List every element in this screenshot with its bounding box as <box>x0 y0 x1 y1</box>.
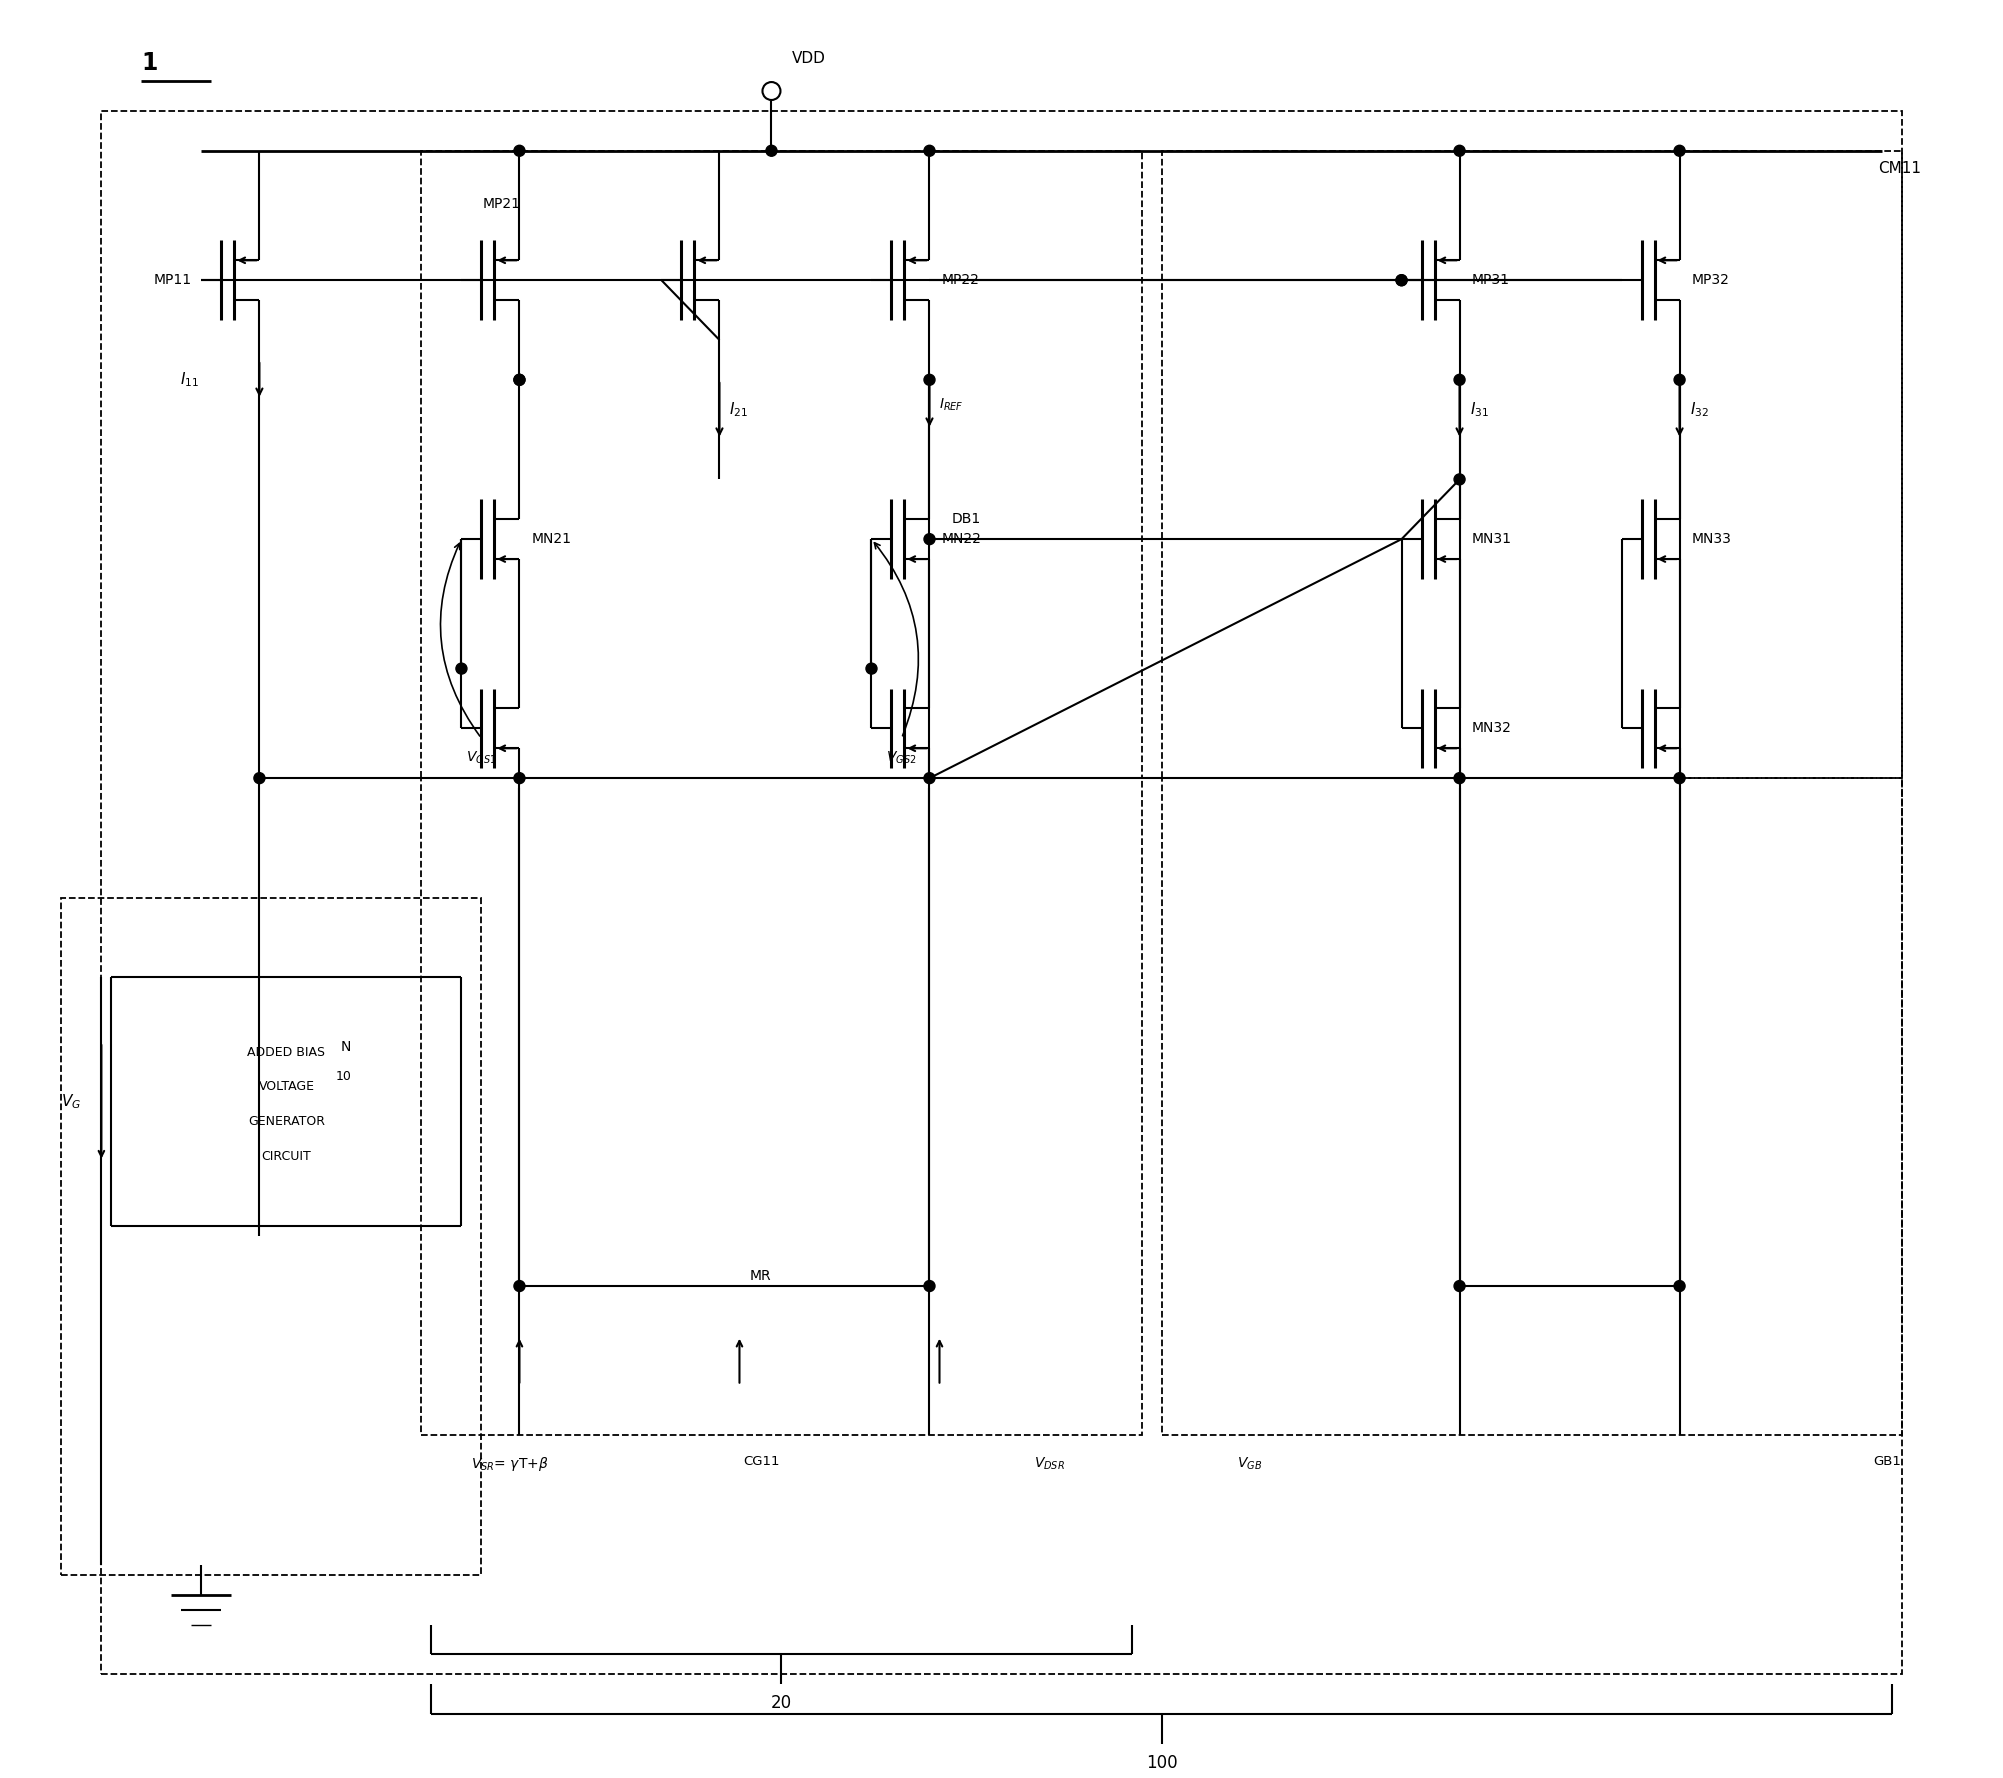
Circle shape <box>1454 146 1464 156</box>
Circle shape <box>923 146 935 156</box>
Text: $I_{31}$: $I_{31}$ <box>1470 400 1488 420</box>
Text: 10: 10 <box>337 1070 351 1083</box>
Circle shape <box>515 1280 525 1291</box>
Text: $I_{21}$: $I_{21}$ <box>729 400 749 420</box>
Text: GENERATOR: GENERATOR <box>248 1115 324 1129</box>
Text: MN33: MN33 <box>1693 532 1731 546</box>
Circle shape <box>515 773 525 784</box>
Circle shape <box>254 773 264 784</box>
Bar <box>102 110 1901 1675</box>
Circle shape <box>1396 276 1406 286</box>
Circle shape <box>1454 773 1464 784</box>
Text: N: N <box>341 1040 351 1054</box>
Text: MP22: MP22 <box>941 274 979 288</box>
Circle shape <box>515 375 525 386</box>
Text: MR: MR <box>749 1269 771 1284</box>
Text: 100: 100 <box>1146 1755 1178 1773</box>
Circle shape <box>1675 375 1685 386</box>
Circle shape <box>1396 276 1406 286</box>
Circle shape <box>923 375 935 386</box>
Circle shape <box>923 773 935 784</box>
Text: CIRCUIT: CIRCUIT <box>262 1150 310 1163</box>
Text: $V_G$: $V_G$ <box>62 1092 82 1111</box>
Circle shape <box>1675 773 1685 784</box>
Text: CM11: CM11 <box>1879 160 1921 176</box>
Text: $V_{DSR}$: $V_{DSR}$ <box>1034 1456 1066 1472</box>
Text: VDD: VDD <box>791 52 825 66</box>
Text: $V_{GB}$: $V_{GB}$ <box>1238 1456 1262 1472</box>
Circle shape <box>1675 146 1685 156</box>
Text: ADDED BIAS: ADDED BIAS <box>248 1045 324 1058</box>
Text: $V_{GS2}$: $V_{GS2}$ <box>885 750 917 766</box>
Circle shape <box>1454 375 1464 386</box>
Bar <box>62 898 481 1575</box>
Bar <box>421 151 1142 779</box>
Circle shape <box>765 146 777 156</box>
Circle shape <box>1454 1280 1464 1291</box>
Text: MN21: MN21 <box>531 532 571 546</box>
Text: $I_{11}$: $I_{11}$ <box>180 370 200 389</box>
Text: MP32: MP32 <box>1693 274 1729 288</box>
Text: MN22: MN22 <box>941 532 981 546</box>
Text: DB1: DB1 <box>951 512 981 526</box>
Text: $I_{32}$: $I_{32}$ <box>1691 400 1709 420</box>
Bar <box>421 779 1142 1435</box>
Bar <box>1162 779 1901 1435</box>
Text: 20: 20 <box>771 1694 791 1712</box>
Bar <box>1162 151 1901 779</box>
Text: MN32: MN32 <box>1472 722 1512 736</box>
Circle shape <box>457 663 467 674</box>
Text: $V_{SR}$= $\gamma$T+$\beta$: $V_{SR}$= $\gamma$T+$\beta$ <box>471 1456 549 1474</box>
Text: MP31: MP31 <box>1472 274 1510 288</box>
Circle shape <box>1454 475 1464 485</box>
Text: MP21: MP21 <box>483 197 521 210</box>
Circle shape <box>923 1280 935 1291</box>
Text: MN31: MN31 <box>1472 532 1512 546</box>
Circle shape <box>515 375 525 386</box>
Text: $V_{GS1}$: $V_{GS1}$ <box>467 750 497 766</box>
Text: MP11: MP11 <box>154 274 192 288</box>
Text: VOLTAGE: VOLTAGE <box>258 1081 314 1093</box>
Circle shape <box>923 533 935 544</box>
Text: $I_{REF}$: $I_{REF}$ <box>939 396 963 412</box>
Circle shape <box>865 663 877 674</box>
Text: GB1: GB1 <box>1873 1456 1901 1469</box>
Text: 1: 1 <box>142 52 158 75</box>
Circle shape <box>1675 1280 1685 1291</box>
Circle shape <box>515 146 525 156</box>
Text: CG11: CG11 <box>743 1456 779 1469</box>
